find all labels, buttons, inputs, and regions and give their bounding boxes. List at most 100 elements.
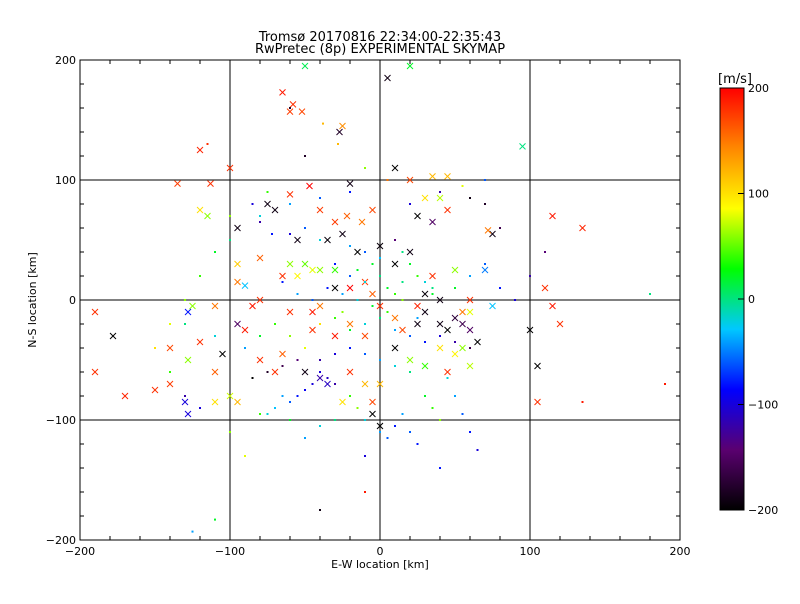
cross-point [279,89,286,96]
dot-point [439,467,441,469]
dot-point [424,395,426,397]
colorbar-tick-label: 200 [748,82,769,95]
y-tick-label: 200 [55,54,76,67]
cross-point [369,290,376,298]
y-axis-label: N-S location [km] [26,252,39,348]
dot-point [319,239,321,241]
dot-point [371,305,374,307]
dot-point [311,299,314,301]
dot-point [484,263,486,265]
cross-point [384,74,391,82]
cross-point [343,212,351,220]
cross-point [286,108,294,115]
dot-point [334,263,336,265]
dot-point [296,293,299,295]
dot-point [229,239,231,241]
dot-point [281,281,284,283]
cross-point [286,260,294,268]
cross-point [369,206,376,214]
dot-point [379,317,381,319]
dot-point [409,335,411,337]
cross-point [316,302,324,310]
dot-point [349,329,351,331]
x-tick-label: −100 [215,545,245,558]
cross-point [166,344,174,352]
cross-point [151,386,159,394]
y-tick-label: −200 [46,534,76,547]
cross-point [309,266,316,274]
cross-point [444,326,451,334]
cross-point [294,236,301,244]
dot-point [229,431,231,433]
dot-point [364,491,366,493]
cross-point [489,302,496,310]
dot-point [484,179,486,181]
dot-point [341,311,344,313]
dot-point [266,413,269,415]
cross-point [421,290,429,298]
dot-point [439,191,441,193]
dot-point [379,257,381,259]
dot-point [334,317,336,319]
dot-point [379,359,381,361]
dot-point [379,275,381,277]
cross-point [109,332,117,340]
cross-point [234,320,241,328]
dot-point [416,317,419,319]
cross-point [324,380,331,388]
dot-point [349,395,351,397]
cross-point [211,398,219,406]
cross-point [376,422,384,430]
dot-point [401,251,404,253]
dot-point [469,347,471,349]
dot-point [289,233,291,235]
cross-point [184,308,192,316]
cross-point [406,176,414,184]
cross-point [451,350,459,358]
dot-point [424,341,426,343]
cross-point [481,266,489,274]
cross-point [549,302,556,310]
dot-point [364,419,366,421]
dot-point [371,263,374,265]
dot-point [319,359,321,361]
dot-point [439,419,441,421]
cross-point [316,374,324,382]
dot-point [274,323,276,325]
dot-point [259,413,261,415]
cross-point [414,302,421,310]
cross-point [196,146,204,154]
cross-point [459,344,466,352]
cross-point [339,122,346,130]
dot-point [191,530,194,533]
cross-point [376,242,384,250]
dot-point [322,122,324,125]
dot-point [529,275,531,277]
cross-point [204,212,211,220]
dot-point [304,437,306,439]
dot-point [544,251,546,253]
cross-point [336,128,343,136]
cross-point [436,194,444,202]
dot-point [199,275,201,277]
dot-point [364,353,366,355]
dot-point [244,347,246,349]
cross-point [256,296,264,304]
cross-point [346,284,354,292]
dot-point [169,323,171,325]
cross-point [459,308,466,316]
cross-point [331,332,339,340]
cross-point [234,224,241,232]
dot-point [416,443,419,445]
cross-point [346,180,354,187]
dot-point [446,377,449,379]
cross-point [306,182,313,190]
dot-point [244,455,246,457]
dot-point [454,287,456,289]
dot-point [416,275,419,277]
dot-point [334,383,336,385]
cross-point [166,380,174,388]
cross-point [466,296,474,304]
cross-point [226,164,234,172]
